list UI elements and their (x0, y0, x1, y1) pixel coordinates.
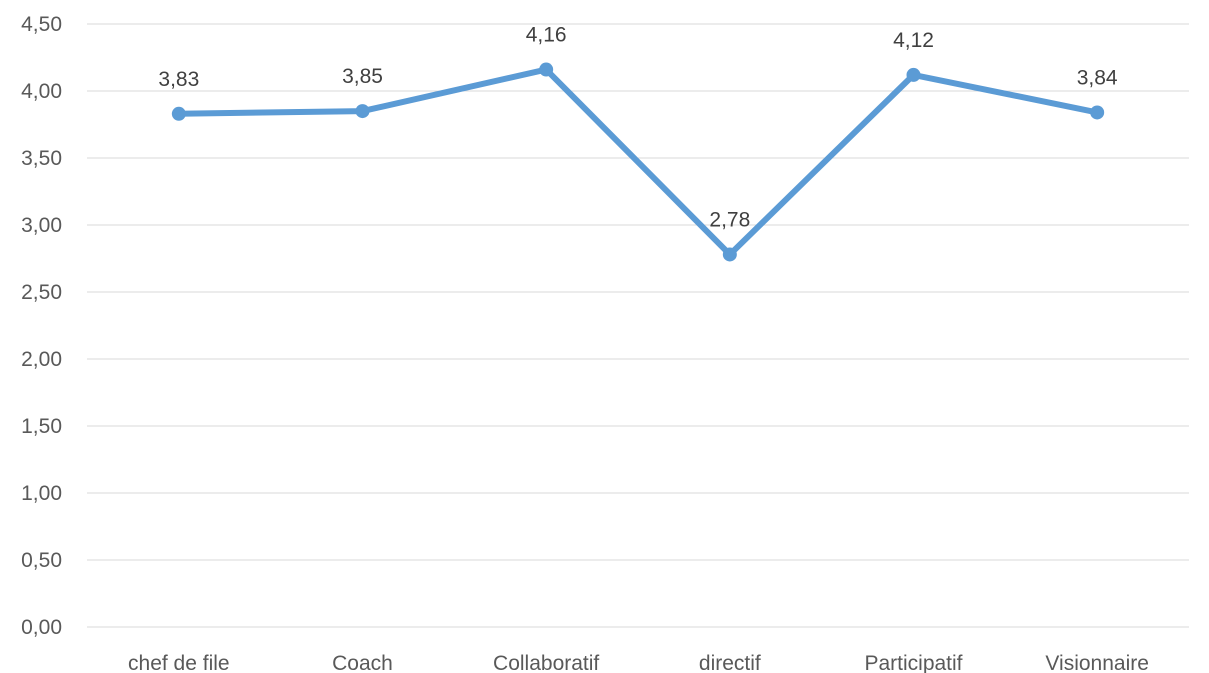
data-label: 3,83 (158, 68, 199, 91)
y-tick-label: 2,00 (21, 348, 62, 371)
y-tick-label: 4,00 (21, 80, 62, 103)
data-label: 3,84 (1077, 66, 1118, 89)
data-label: 2,78 (709, 208, 750, 231)
y-tick-label: 3,50 (21, 147, 62, 170)
y-tick-label: 4,50 (21, 13, 62, 36)
x-category-label: Participatif (864, 652, 962, 673)
gridlines (87, 23, 1189, 628)
x-category-label: chef de file (128, 652, 230, 673)
y-axis-tick-labels: 0,00 0,50 1,00 1,50 2,00 2,50 3,00 3,50 4,00 4,50 (21, 13, 62, 639)
y-tick-label: 3,00 (21, 214, 62, 237)
series-line (175, 66, 1101, 258)
y-tick-label: 1,50 (21, 415, 62, 438)
data-point (722, 247, 737, 262)
data-point (171, 106, 186, 121)
y-tick-label: 0,00 (21, 616, 62, 639)
x-category-label: directif (699, 652, 761, 673)
y-tick-label: 0,50 (21, 549, 62, 572)
x-category-label: Collaboratif (493, 652, 599, 673)
data-point (906, 67, 921, 82)
data-labels: 3,83 3,85 4,16 2,78 4,12 3,84 (158, 24, 1118, 232)
series-group (171, 62, 1105, 262)
data-point (355, 104, 370, 119)
data-point (1090, 105, 1105, 120)
x-axis-category-labels: chef de file Coach Collaboratif directif Par… (128, 652, 1149, 673)
y-tick-label: 2,50 (21, 281, 62, 304)
data-label: 4,12 (893, 29, 934, 52)
data-label: 4,16 (526, 24, 567, 47)
x-category-label: Coach (332, 652, 393, 673)
data-label: 3,85 (342, 65, 383, 88)
x-category-label: Visionnaire (1045, 652, 1149, 673)
y-tick-label: 1,00 (21, 482, 62, 505)
data-point (539, 62, 554, 77)
